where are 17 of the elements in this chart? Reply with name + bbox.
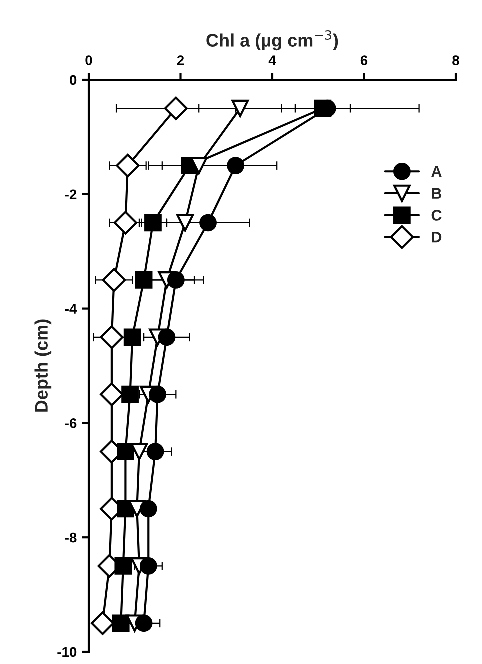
legend-label: A — [432, 166, 442, 177]
y-tick-label: -10 — [58, 647, 77, 658]
legend-label: D — [432, 232, 442, 243]
y-tick-label: 0 — [70, 75, 77, 86]
x-tick-label: 8 — [452, 56, 460, 66]
y-axis-title: Depth (cm) — [34, 320, 52, 412]
y-tick-label: -8 — [65, 532, 77, 543]
legend-label: B — [432, 188, 442, 199]
x-axis-title: Chl a (µg cm$^{−3}$) — [206, 30, 338, 51]
y-tick-label: -2 — [65, 190, 77, 200]
y-tick-label: -6 — [65, 418, 77, 428]
x-tick-label: 4 — [268, 56, 276, 66]
x-tick-label: 2 — [177, 56, 184, 66]
y-tick-label: -4 — [65, 304, 78, 314]
x-tick-label: 0 — [86, 56, 92, 66]
legend-label: C — [432, 210, 442, 221]
x-tick-label: 6 — [360, 56, 368, 66]
